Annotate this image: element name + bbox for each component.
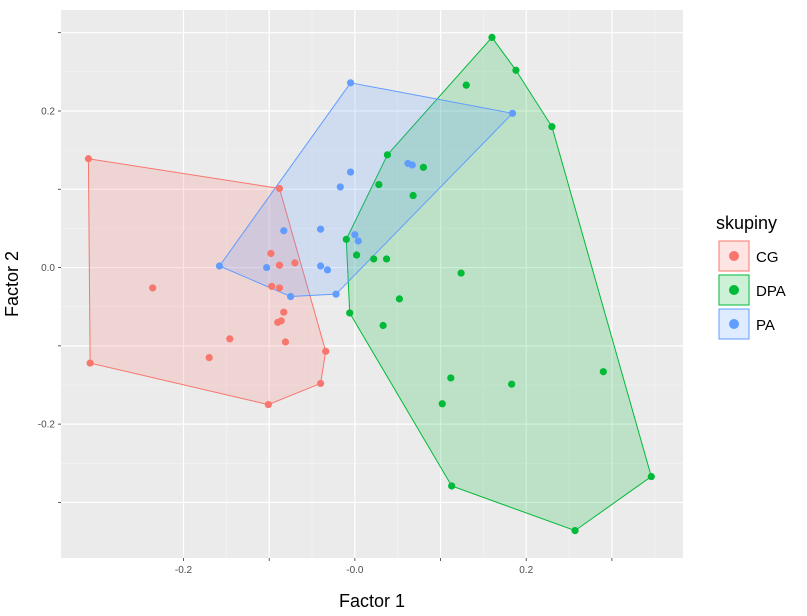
point-pa [354, 237, 362, 245]
point-dpa [512, 66, 520, 74]
point-pa [287, 292, 295, 301]
point-cg [275, 284, 284, 292]
y-tick-label: 0.2 [41, 106, 55, 117]
point-dpa [382, 255, 391, 263]
point-dpa [508, 380, 516, 388]
point-pa [316, 262, 325, 270]
legend: skupiny CG DPA PA [716, 213, 786, 340]
group-hulls [87, 36, 652, 532]
x-axis-title: Factor 1 [339, 591, 405, 611]
legend-title: skupiny [716, 213, 777, 233]
x-tick-label: -0.0 [346, 565, 364, 576]
point-cg [275, 261, 284, 269]
point-cg [277, 317, 285, 325]
point-pa [408, 161, 416, 169]
point-dpa [488, 33, 496, 42]
point-cg [268, 282, 276, 290]
point-dpa [352, 251, 361, 259]
point-dpa [457, 269, 465, 277]
point-dpa [571, 527, 579, 535]
point-cg [322, 347, 330, 355]
point-pa [332, 290, 340, 298]
x-tick-label: -0.2 [175, 565, 193, 576]
point-pa [263, 263, 271, 272]
point-dpa [375, 180, 383, 189]
point-cg [291, 259, 299, 267]
point-cg [281, 338, 290, 346]
point-dpa [342, 235, 350, 243]
point-dpa [379, 321, 387, 330]
point-pa [346, 79, 355, 87]
point-dpa [370, 255, 378, 263]
point-dpa [548, 123, 556, 131]
y-tick-label: -0.2 [38, 420, 56, 431]
point-cg [86, 359, 94, 367]
plot-panel [61, 10, 683, 558]
point-dpa [383, 151, 392, 159]
point-pa [346, 168, 355, 176]
point-cg [205, 353, 213, 362]
point-dpa [647, 472, 655, 481]
legend-label-dpa: DPA [756, 283, 786, 300]
point-dpa [346, 309, 354, 317]
point-pa [280, 227, 288, 235]
point-pa [336, 183, 344, 191]
point-pa [316, 225, 325, 233]
point-pa [351, 231, 359, 239]
point-dpa [599, 368, 607, 376]
point-cg [226, 335, 234, 343]
y-axis-title: Factor 2 [2, 251, 22, 317]
legend-label-cg: CG [756, 249, 779, 266]
point-cg [264, 400, 272, 409]
point-cg [149, 284, 157, 292]
point-pa [215, 262, 224, 270]
y-tick-label: 0.0 [41, 263, 55, 274]
point-dpa [438, 400, 446, 408]
point-cg [316, 379, 325, 388]
hull-pa [218, 82, 514, 298]
x-tick-label: 0.2 [519, 565, 533, 576]
grid-lines [61, 10, 683, 558]
point-dpa [409, 191, 417, 200]
point-cg [84, 155, 93, 163]
point-dpa [419, 163, 428, 171]
point-dpa [462, 81, 470, 89]
y-axis-ticks: -0.2 0.0 0.2 [38, 32, 61, 503]
point-dpa [448, 482, 456, 490]
legend-marker-cg [729, 251, 739, 261]
point-dpa [395, 295, 404, 303]
data-points [84, 33, 655, 535]
x-axis-ticks: -0.2 -0.0 0.2 [175, 558, 613, 576]
point-cg [267, 249, 275, 258]
legend-label-pa: PA [756, 317, 775, 334]
hull-dpa [345, 36, 652, 532]
point-dpa [447, 374, 455, 382]
legend-marker-dpa [729, 285, 739, 295]
point-cg [275, 184, 284, 193]
legend-marker-pa [729, 319, 739, 329]
point-pa [323, 266, 332, 274]
point-pa [508, 109, 517, 117]
point-cg [280, 308, 288, 316]
